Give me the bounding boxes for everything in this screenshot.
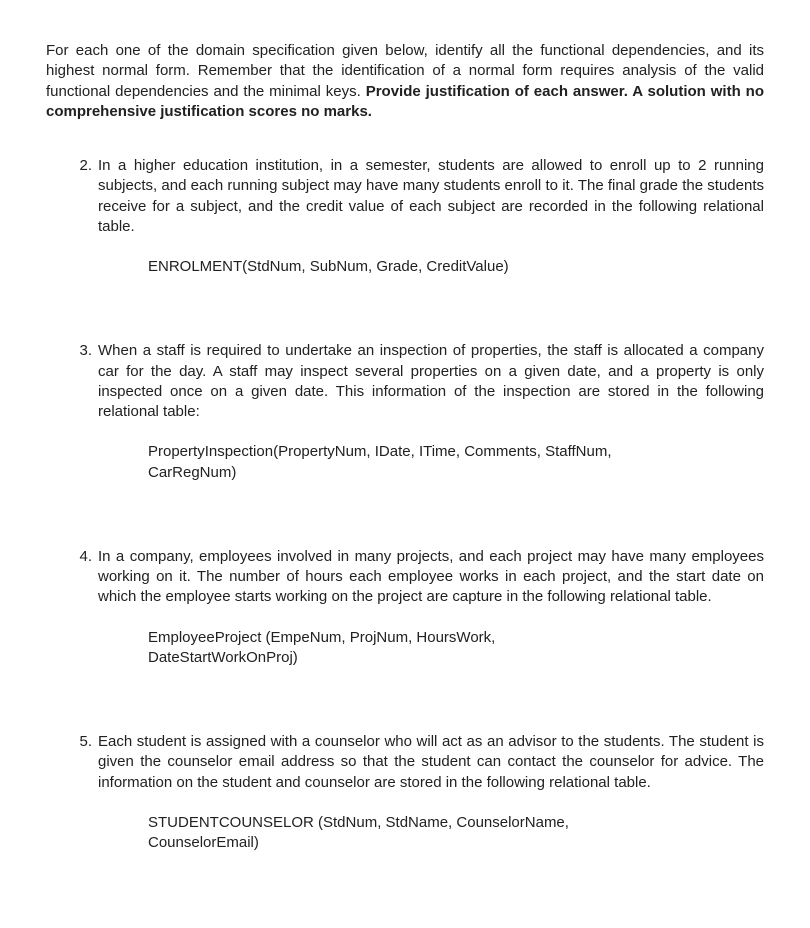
- question-body: In a company, employees involved in many…: [98, 547, 764, 668]
- question-list: 2. In a higher education institution, in…: [46, 156, 764, 853]
- schema-block: EmployeeProject (EmpeNum, ProjNum, Hours…: [98, 628, 764, 669]
- schema-block: STUDENTCOUNSELOR (StdNum, StdName, Couns…: [98, 813, 764, 854]
- question-body: Each student is assigned with a counselo…: [98, 732, 764, 853]
- question-description: In a company, employees involved in many…: [98, 547, 764, 608]
- question-description: Each student is assigned with a counselo…: [98, 732, 764, 793]
- schema-text: PropertyInspection(PropertyNum, IDate, I…: [148, 442, 714, 462]
- question-number: 5.: [64, 732, 98, 853]
- schema-text: STUDENTCOUNSELOR (StdNum, StdName, Couns…: [148, 813, 714, 833]
- schema-text: DateStartWorkOnProj): [148, 648, 714, 668]
- question-body: In a higher education institution, in a …: [98, 156, 764, 277]
- question-description: In a higher education institution, in a …: [98, 156, 764, 237]
- question-description: When a staff is required to undertake an…: [98, 341, 764, 422]
- question-body: When a staff is required to undertake an…: [98, 341, 764, 483]
- question-number: 3.: [64, 341, 98, 483]
- question-item: 4. In a company, employees involved in m…: [46, 547, 764, 668]
- document-page: For each one of the domain specification…: [0, 0, 810, 928]
- question-number: 2.: [64, 156, 98, 277]
- schema-text: CarRegNum): [148, 463, 714, 483]
- schema-text: ENROLMENT(StdNum, SubNum, Grade, CreditV…: [148, 257, 714, 277]
- schema-block: PropertyInspection(PropertyNum, IDate, I…: [98, 442, 764, 483]
- question-item: 2. In a higher education institution, in…: [46, 156, 764, 277]
- question-number: 4.: [64, 547, 98, 668]
- question-item: 5. Each student is assigned with a couns…: [46, 732, 764, 853]
- question-item: 3. When a staff is required to undertake…: [46, 341, 764, 483]
- schema-text: EmployeeProject (EmpeNum, ProjNum, Hours…: [148, 628, 714, 648]
- schema-block: ENROLMENT(StdNum, SubNum, Grade, CreditV…: [98, 257, 764, 277]
- schema-text: CounselorEmail): [148, 833, 714, 853]
- intro-paragraph: For each one of the domain specification…: [46, 41, 764, 122]
